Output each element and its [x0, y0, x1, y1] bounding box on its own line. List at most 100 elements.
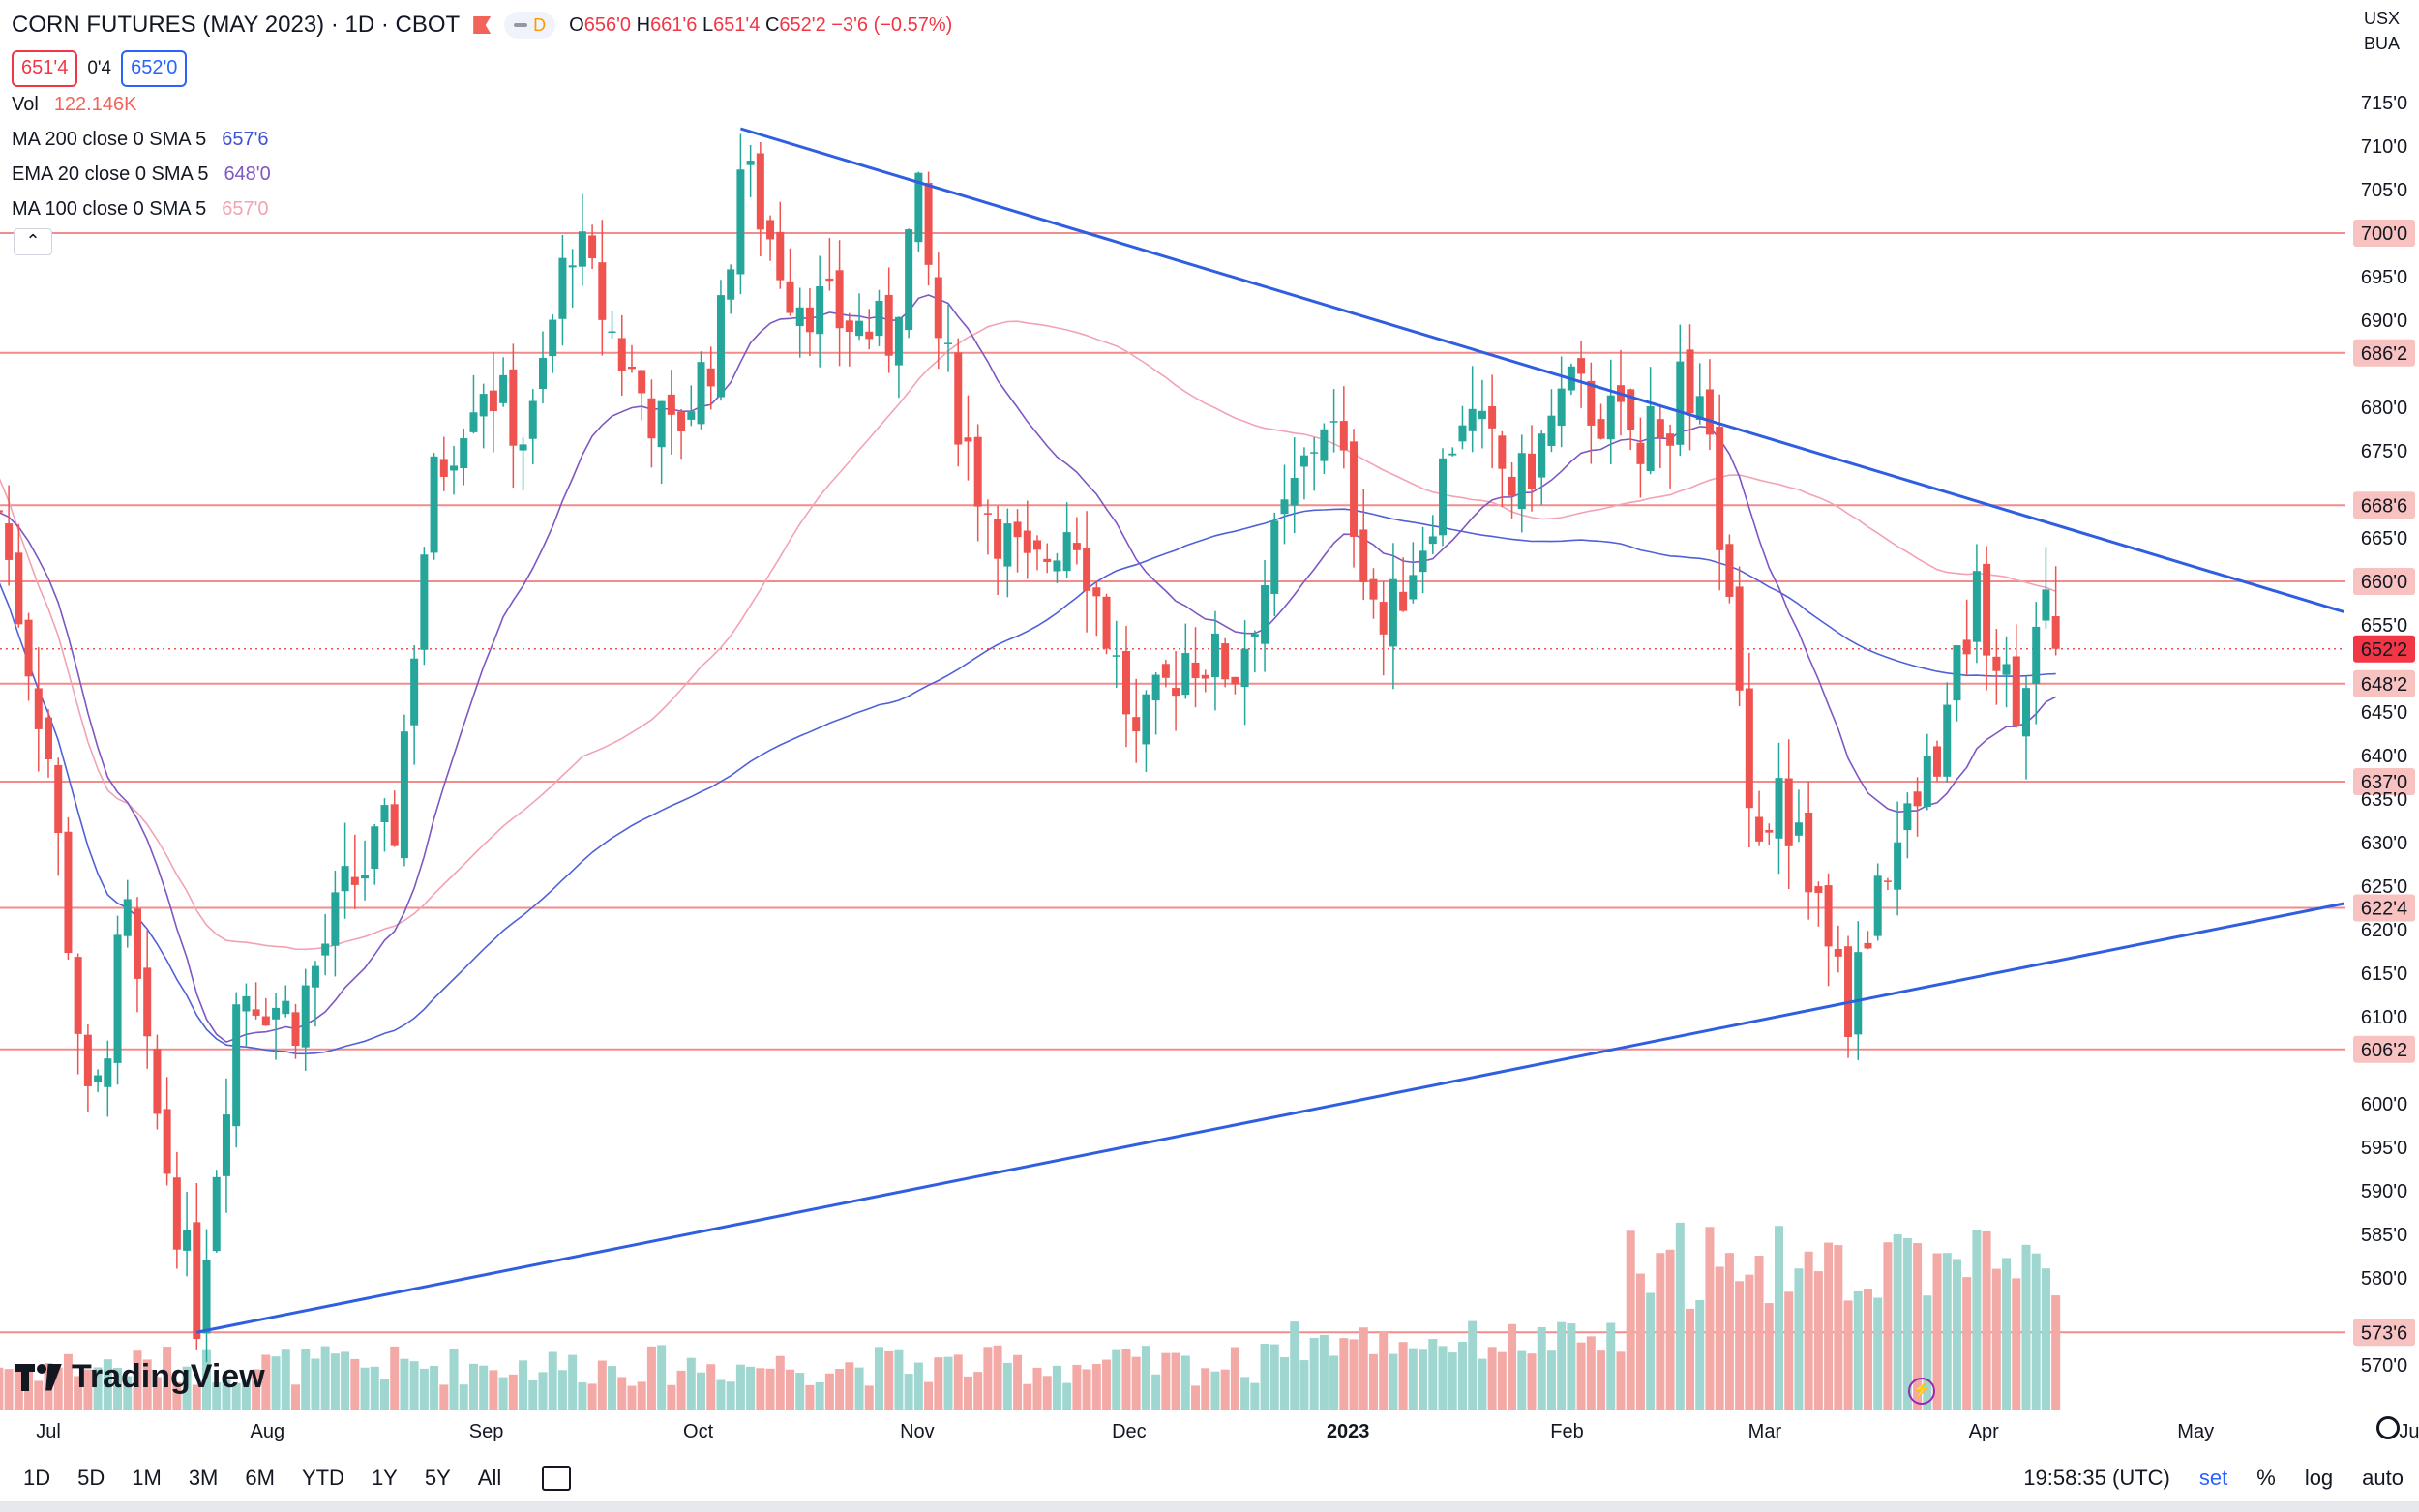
session-set-toggle[interactable]: set [2198, 1466, 2228, 1490]
price-tick-label: 615'0 [2361, 964, 2407, 985]
candle [905, 228, 913, 339]
settings-gear-icon[interactable] [2376, 1416, 2400, 1439]
candle [954, 338, 963, 467]
candle [499, 357, 508, 407]
indicator-ema20[interactable]: EMA 20 close 0 SMA 5 648'0 [12, 163, 271, 185]
volume-bar [1735, 1281, 1745, 1410]
volume-bar [1586, 1336, 1596, 1410]
volume-bar [1813, 1271, 1823, 1410]
candle-body [1528, 453, 1536, 489]
volume-bar [330, 1353, 340, 1410]
candle-body [1814, 886, 1823, 894]
candle-body [1023, 530, 1031, 553]
time-tick-label: Apr [1969, 1421, 1999, 1442]
collapse-legend-button[interactable]: ⌃ [14, 228, 52, 255]
volume-bar [409, 1361, 419, 1410]
candle [83, 1024, 92, 1113]
candle-body [232, 1004, 241, 1127]
sell-price-button[interactable]: 651'4 [12, 50, 78, 87]
candle [183, 1192, 192, 1277]
volume-bar [212, 1382, 222, 1410]
range-ytd[interactable]: YTD [301, 1466, 344, 1490]
utc-clock[interactable]: 19:58:35 (UTC) [2023, 1466, 2170, 1490]
candle-body [469, 412, 478, 432]
volume-bar [468, 1363, 478, 1410]
candle-body [766, 220, 775, 240]
range-1m[interactable]: 1M [132, 1466, 162, 1490]
candle [1062, 502, 1071, 579]
candle-body [54, 764, 63, 834]
candle-body [1072, 543, 1081, 550]
volume-bar [1389, 1353, 1398, 1410]
range-all[interactable]: All [477, 1466, 502, 1490]
candle-body [1270, 520, 1279, 594]
indicator-ma100[interactable]: MA 100 close 0 SMA 5 657'0 [12, 198, 269, 220]
range-1d[interactable]: 1D [23, 1466, 51, 1490]
candle-body [212, 1176, 221, 1252]
percent-toggle[interactable]: % [2256, 1466, 2276, 1490]
range-5d[interactable]: 5D [77, 1466, 105, 1490]
price-tick-label: 645'0 [2361, 702, 2407, 724]
calendar-icon[interactable] [542, 1466, 572, 1491]
volume-bar [231, 1382, 241, 1410]
candle [1577, 341, 1586, 408]
candle [1597, 403, 1605, 440]
level-tag-label: 660'0 [2361, 572, 2407, 593]
range-3m[interactable]: 3M [188, 1466, 219, 1490]
candle [1814, 881, 1823, 927]
candle [776, 201, 785, 289]
candle-body [1686, 349, 1694, 414]
volume-bar [538, 1372, 548, 1410]
lightning-icon[interactable]: ⚡ [1908, 1378, 1935, 1405]
indicator-volume[interactable]: Vol 122.146K [12, 94, 137, 115]
candle [104, 1040, 112, 1117]
candle-body [1488, 405, 1497, 429]
candle-body [855, 320, 864, 337]
level-tag [2353, 768, 2415, 795]
level-tag [2353, 220, 2415, 247]
indicator-ma200[interactable]: MA 200 close 0 SMA 5 657'6 [12, 129, 269, 150]
volume-bar [587, 1383, 597, 1410]
price-tick-label: 675'0 [2361, 441, 2407, 462]
candle-body [291, 1012, 300, 1047]
volume-bar [271, 1356, 281, 1410]
candle [2022, 676, 2030, 780]
volume-bar [2041, 1268, 2050, 1410]
volume-bar [459, 1384, 468, 1410]
currency-unit[interactable]: USX BUA [2364, 6, 2400, 56]
candle-body [1517, 453, 1526, 510]
candle-body [1745, 688, 1753, 809]
candle-body [736, 169, 745, 275]
candle-body [261, 1016, 270, 1026]
range-6m[interactable]: 6M [245, 1466, 275, 1490]
candle [1419, 526, 1427, 594]
volume-bar [439, 1384, 449, 1410]
candle-body [2051, 616, 2060, 649]
volume-bar [182, 1366, 192, 1410]
candle-body [390, 804, 399, 846]
candle [1606, 359, 1615, 464]
market-status-pill[interactable]: D [504, 12, 556, 39]
flag-icon[interactable] [473, 16, 492, 34]
auto-toggle[interactable]: auto [2362, 1466, 2404, 1490]
candle-body [1765, 829, 1774, 833]
level-tag [2353, 491, 2415, 519]
candle [1962, 599, 1971, 676]
candle-body [1478, 410, 1486, 420]
candle [1854, 921, 1863, 1060]
log-toggle[interactable]: log [2304, 1466, 2334, 1490]
buy-price-button[interactable]: 652'0 [121, 50, 188, 87]
volume-bar [1260, 1343, 1269, 1410]
candle-body [1646, 406, 1655, 471]
time-axis: Jul Aug Sep Oct Nov Dec 2023 Feb Mar Apr May Jun [36, 1421, 2419, 1442]
volume-bar [1419, 1349, 1428, 1410]
range-5y[interactable]: 5Y [424, 1466, 451, 1490]
range-1y[interactable]: 1Y [371, 1466, 398, 1490]
candle [1389, 543, 1397, 690]
volume-bar [1804, 1251, 1813, 1410]
volume-bar [2021, 1244, 2031, 1410]
level-tag-label: 606'2 [2361, 1040, 2407, 1061]
volume-bar [1764, 1303, 1774, 1410]
symbol-title[interactable]: CORN FUTURES (MAY 2023) · 1D · CBOT [12, 12, 461, 38]
